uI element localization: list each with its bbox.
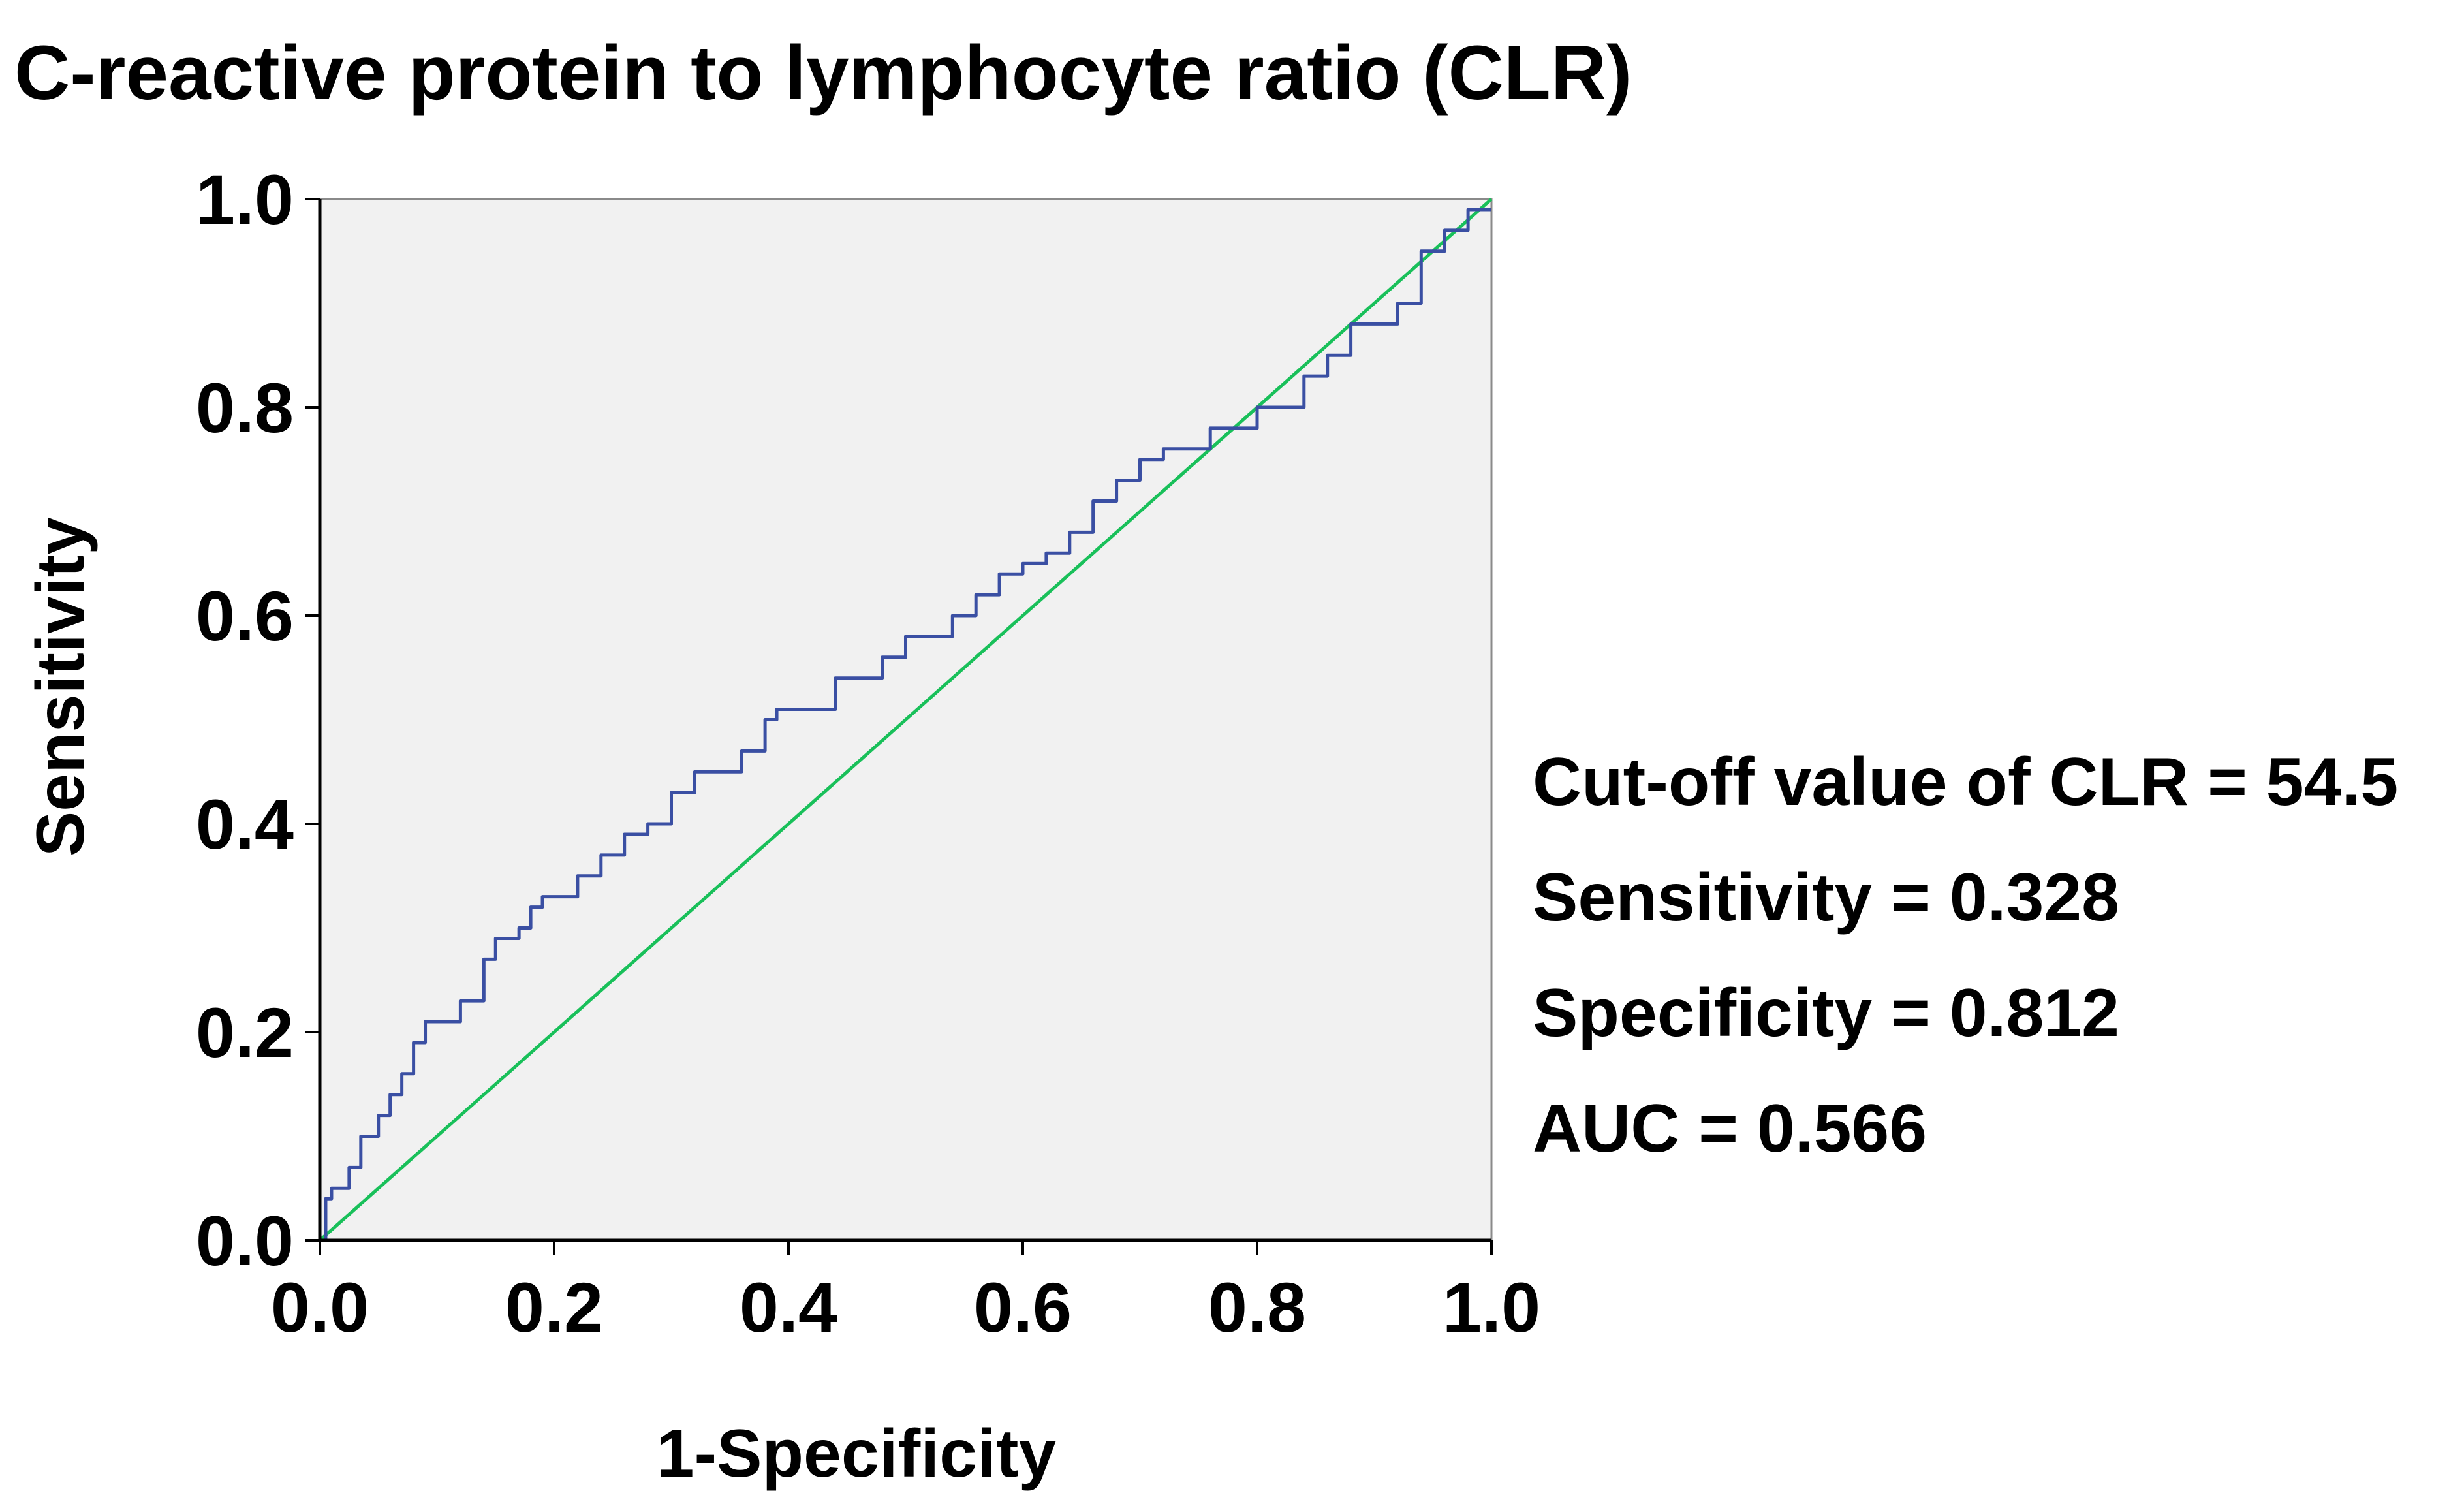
y-tick-label: 0.4	[196, 785, 294, 864]
y-tick-label: 0.2	[196, 993, 294, 1072]
y-tick-label: 0.0	[196, 1201, 294, 1280]
annotation-auc: AUC = 0.566	[1533, 1091, 1927, 1167]
x-tick-label: 0.4	[740, 1268, 837, 1347]
x-tick-label: 0.8	[1208, 1268, 1306, 1347]
x-tick-label: 0.2	[505, 1268, 603, 1347]
annotation-sensitivity: Sensitivity = 0.328	[1533, 860, 2119, 935]
y-axis-label: Sensitivity	[23, 517, 99, 856]
y-tick-label: 1.0	[196, 160, 294, 239]
x-tick-label: 0.6	[974, 1268, 1072, 1347]
roc-curve	[320, 208, 1491, 1242]
y-tick-label: 0.8	[196, 368, 294, 447]
x-axis-label: 1-Specificity	[657, 1416, 1057, 1492]
chart-title: C-reactive protein to lymphocyte ratio (…	[14, 30, 1632, 116]
annotation-cutoff: Cut-off value of CLR = 54.5	[1533, 744, 2398, 820]
x-tick-label: 1.0	[1443, 1268, 1540, 1347]
annotation-block: Cut-off value of CLR = 54.5 Sensitivity …	[1533, 744, 2398, 1167]
y-tick-label: 0.6	[196, 576, 294, 655]
plot-area: 0.0 0.2 0.4 0.6 0.8 1.0 0.0 0.2 0.4 0.6 0.8 1.0	[196, 160, 1540, 1347]
x-tick-label: 0.0	[271, 1268, 369, 1347]
annotation-specificity: Specificity = 0.812	[1533, 975, 2119, 1051]
reference-line	[319, 198, 1493, 1242]
